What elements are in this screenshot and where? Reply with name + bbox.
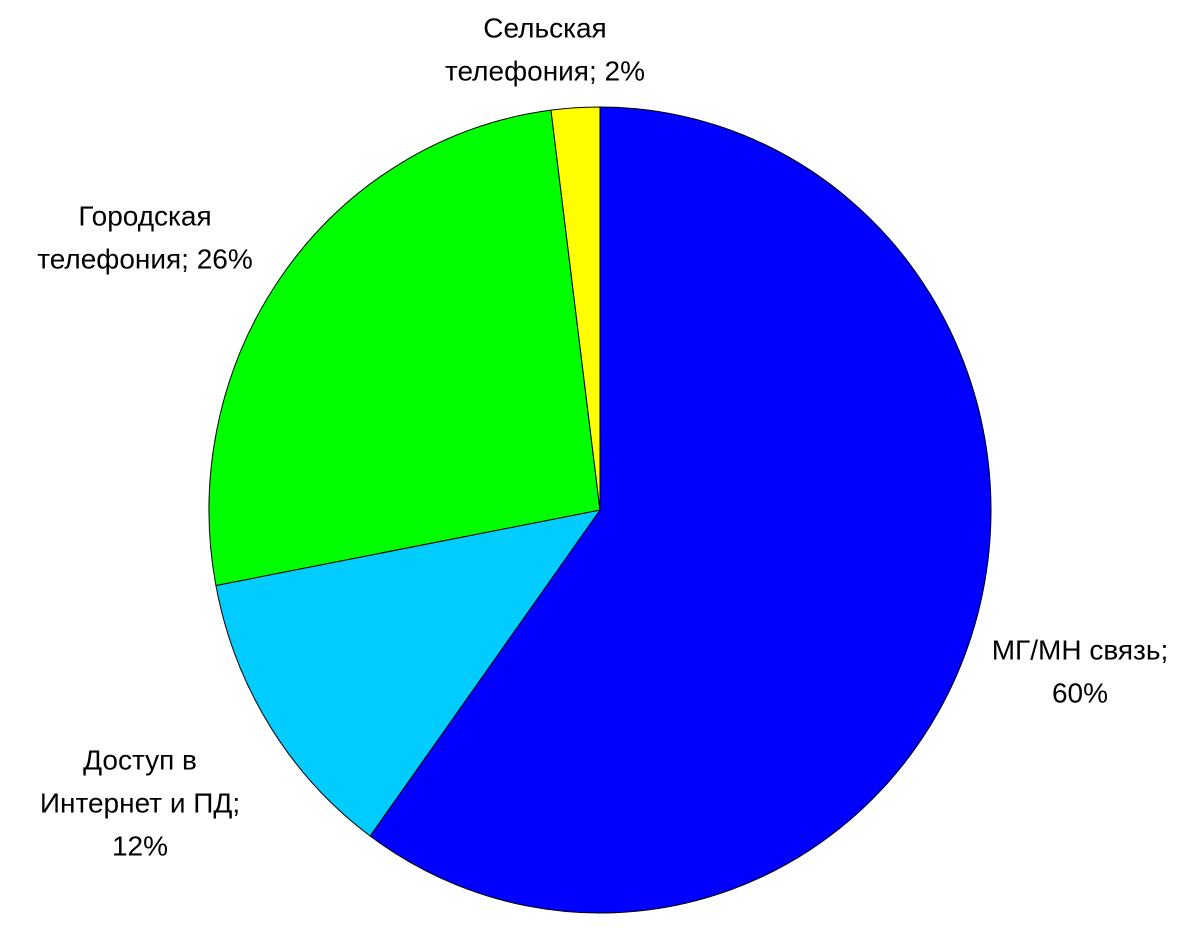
slice-label: Доступ в [83, 744, 197, 775]
pie-slice [215, 509, 602, 837]
slice-label: Городская [78, 200, 211, 231]
pie-slice [369, 106, 992, 914]
pie-slice [208, 109, 601, 587]
slice-label: телефония; 2% [445, 55, 645, 86]
slice-label: Сельская [483, 12, 606, 43]
slice-label: МГ/МН связь; [992, 634, 1169, 665]
slice-label: 12% [112, 830, 168, 861]
slice-label: телефония; 26% [37, 243, 253, 274]
pie-slice [550, 106, 601, 511]
slice-label: Интернет и ПД; [40, 787, 240, 818]
slice-label: 60% [1052, 677, 1108, 708]
